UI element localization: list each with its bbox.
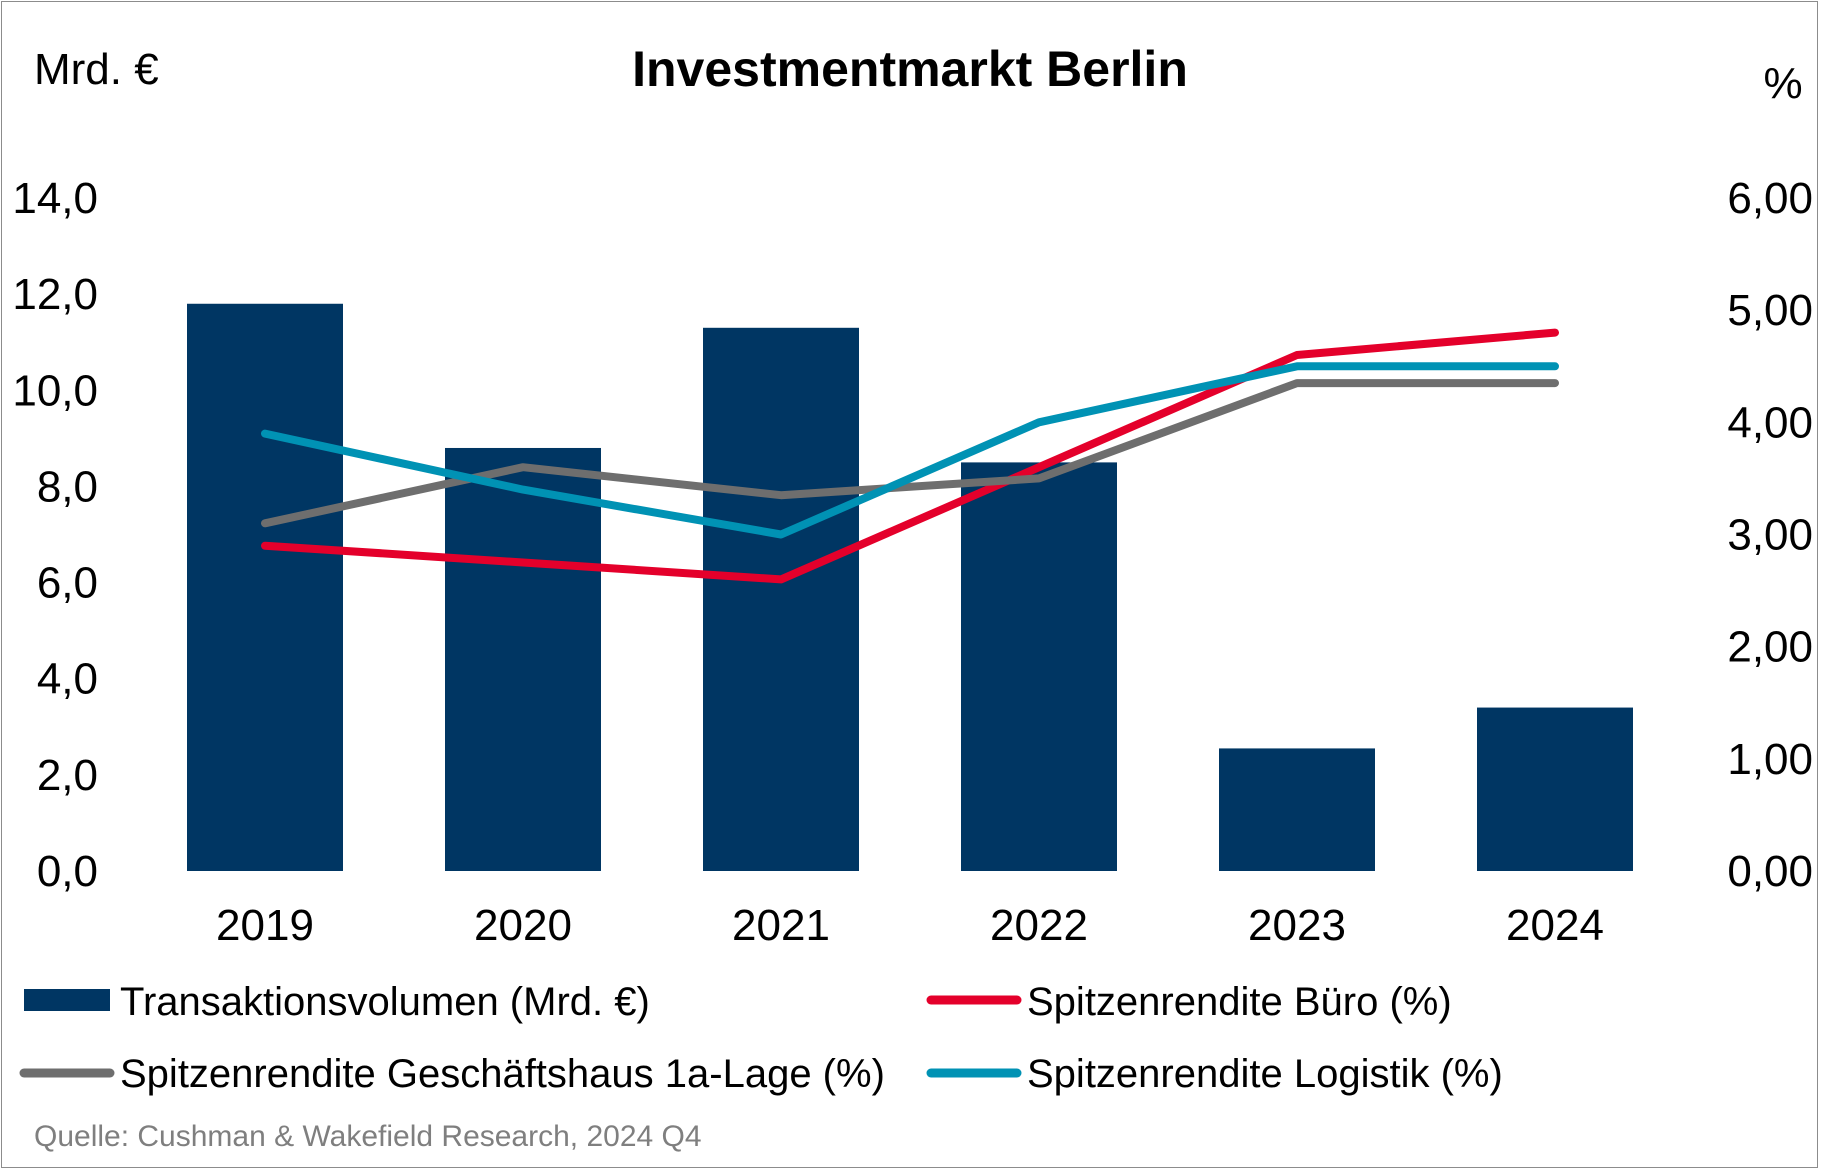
bar-2021 bbox=[703, 327, 859, 871]
y-right-tick-label: 1,00 bbox=[1727, 735, 1813, 784]
legend-label-geschaeftshaus: Spitzenrendite Geschäftshaus 1a-Lage (%) bbox=[120, 1052, 885, 1096]
legend: Transaktionsvolumen (Mrd. €) Spitzenrend… bbox=[19, 980, 1503, 1096]
bar-2022 bbox=[961, 462, 1117, 871]
y-right-unit-label: % bbox=[1763, 59, 1802, 108]
legend-item-volume: Transaktionsvolumen (Mrd. €) bbox=[24, 980, 650, 1024]
y-left-axis-ticks: 0,0 2,0 4,0 6,0 8,0 10,0 12,0 14,0 bbox=[12, 174, 98, 896]
y-left-tick-label: 10,0 bbox=[12, 366, 98, 415]
y-left-tick-label: 12,0 bbox=[12, 270, 98, 319]
y-left-tick-label: 8,0 bbox=[37, 462, 98, 511]
y-left-unit-label: Mrd. € bbox=[34, 45, 159, 94]
y-right-tick-label: 2,00 bbox=[1727, 623, 1813, 672]
legend-item-buero: Spitzenrendite Büro (%) bbox=[926, 980, 1452, 1024]
legend-swatch-volume bbox=[24, 989, 110, 1011]
y-right-axis-ticks: 0,00 1,00 2,00 3,00 4,00 5,00 6,00 bbox=[1727, 174, 1813, 896]
legend-label-logistik: Spitzenrendite Logistik (%) bbox=[1027, 1052, 1503, 1096]
chart-title: Investmentmarkt Berlin bbox=[632, 41, 1188, 97]
line-logistik bbox=[261, 362, 1559, 539]
bar-2019 bbox=[187, 303, 343, 871]
y-right-tick-label: 6,00 bbox=[1727, 174, 1813, 223]
y-left-tick-label: 2,0 bbox=[37, 751, 98, 800]
bar-series bbox=[187, 303, 1633, 871]
y-right-tick-label: 5,00 bbox=[1727, 286, 1813, 335]
x-tick-label: 2022 bbox=[990, 901, 1088, 950]
legend-label-buero: Spitzenrendite Büro (%) bbox=[1027, 980, 1452, 1024]
x-tick-label: 2020 bbox=[474, 901, 572, 950]
x-tick-label: 2023 bbox=[1248, 901, 1346, 950]
x-tick-label: 2019 bbox=[216, 901, 314, 950]
y-left-tick-label: 4,0 bbox=[37, 655, 98, 704]
bar-2024 bbox=[1477, 707, 1633, 871]
x-tick-label: 2024 bbox=[1506, 901, 1604, 950]
y-right-tick-label: 4,00 bbox=[1727, 398, 1813, 447]
bar-2023 bbox=[1219, 748, 1375, 871]
legend-item-geschaeftshaus: Spitzenrendite Geschäftshaus 1a-Lage (%) bbox=[19, 1052, 885, 1096]
y-left-tick-label: 0,0 bbox=[37, 847, 98, 896]
y-right-tick-label: 3,00 bbox=[1727, 511, 1813, 560]
legend-item-logistik: Spitzenrendite Logistik (%) bbox=[926, 1052, 1503, 1096]
source-note: Quelle: Cushman & Wakefield Research, 20… bbox=[34, 1120, 702, 1153]
x-tick-label: 2021 bbox=[732, 901, 830, 950]
y-left-tick-label: 6,0 bbox=[37, 559, 98, 608]
bar-2020 bbox=[445, 447, 601, 871]
y-right-tick-label: 0,00 bbox=[1727, 847, 1813, 896]
y-left-tick-label: 14,0 bbox=[12, 174, 98, 223]
line-buero bbox=[261, 328, 1559, 584]
x-axis-ticks: 2019 2020 2021 2022 2023 2024 bbox=[216, 901, 1604, 950]
line-series bbox=[261, 328, 1559, 584]
legend-label-volume: Transaktionsvolumen (Mrd. €) bbox=[120, 980, 650, 1024]
